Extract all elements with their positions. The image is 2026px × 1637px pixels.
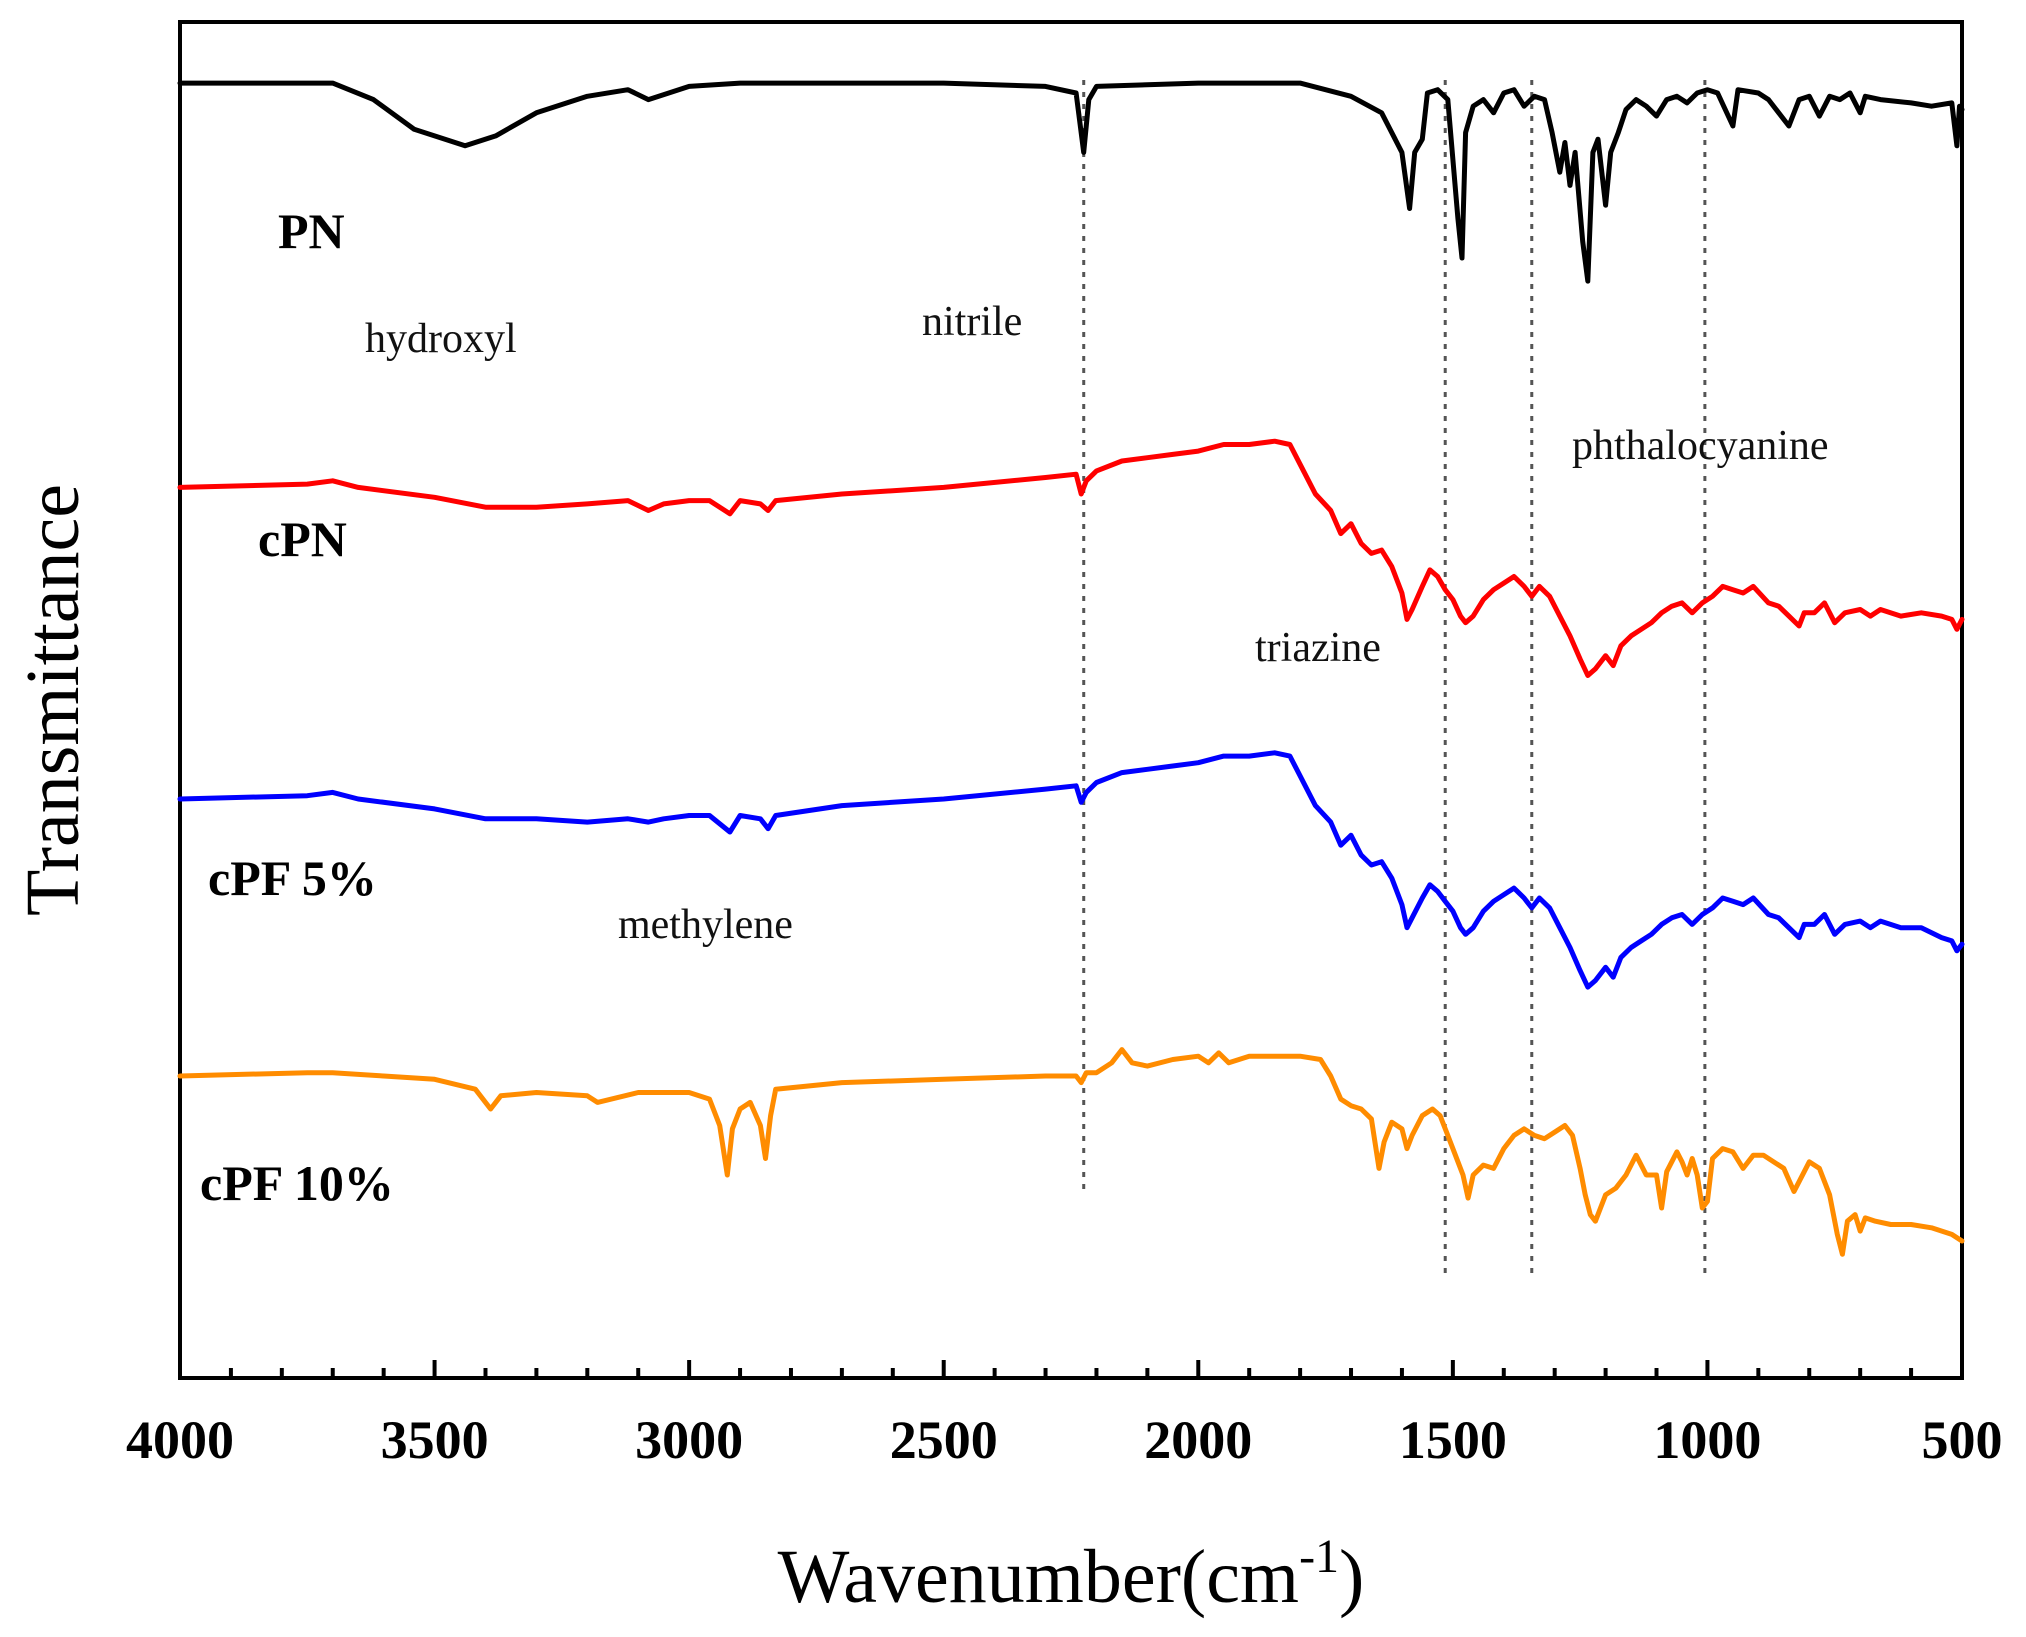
annotation-phthalocyanine: phthalocyanine: [1572, 423, 1829, 469]
annotation-methylene: methylene: [618, 902, 793, 948]
series-line-pn: [177, 80, 1965, 284]
series-label-cpf10: cPF 10%: [200, 1155, 394, 1211]
axes-frame: [178, 20, 1964, 1380]
series-line-cpf-10: [177, 1047, 1965, 1257]
x-axis-title-superscript: -1: [1299, 1530, 1339, 1583]
series-line-cpf-5: [177, 750, 1965, 990]
annotation-hydroxyl: hydroxyl: [365, 316, 517, 362]
x-axis-ticks: [178, 1360, 1964, 1378]
x-tick-label: 4000: [126, 1410, 234, 1470]
y-axis-title: Transmittance: [11, 484, 95, 916]
plot-area: 4000 3500 3000 2500 2000 1500 1000 500 PN cPN c…: [126, 20, 2003, 1470]
series-line-cpn: [177, 438, 1965, 678]
x-axis-title-close: ): [1339, 1535, 1364, 1619]
x-tick-label: 2500: [890, 1410, 998, 1470]
x-tick-label: 3000: [635, 1410, 743, 1470]
annotation-triazine: triazine: [1255, 625, 1381, 671]
series-label-pn: PN: [278, 203, 345, 259]
annotation-nitrile: nitrile: [922, 299, 1022, 345]
series-label-cpn: cPN: [258, 511, 347, 567]
x-tick-label: 3500: [381, 1410, 489, 1470]
x-tick-label: 1000: [1653, 1410, 1761, 1470]
x-tick-label: 500: [1922, 1410, 2003, 1470]
reference-lines: [1082, 80, 1707, 1280]
x-axis-tick-labels: 4000 3500 3000 2500 2000 1500 1000 500: [126, 1410, 2003, 1470]
x-axis-title: Wavenumber(cm-1): [778, 1530, 1365, 1619]
series-label-cpf5: cPF 5%: [208, 850, 377, 906]
x-tick-label: 2000: [1144, 1410, 1252, 1470]
x-axis-title-main: Wavenumber(cm: [778, 1535, 1299, 1619]
spectra-series: [177, 80, 1965, 1257]
x-tick-label: 1500: [1399, 1410, 1507, 1470]
